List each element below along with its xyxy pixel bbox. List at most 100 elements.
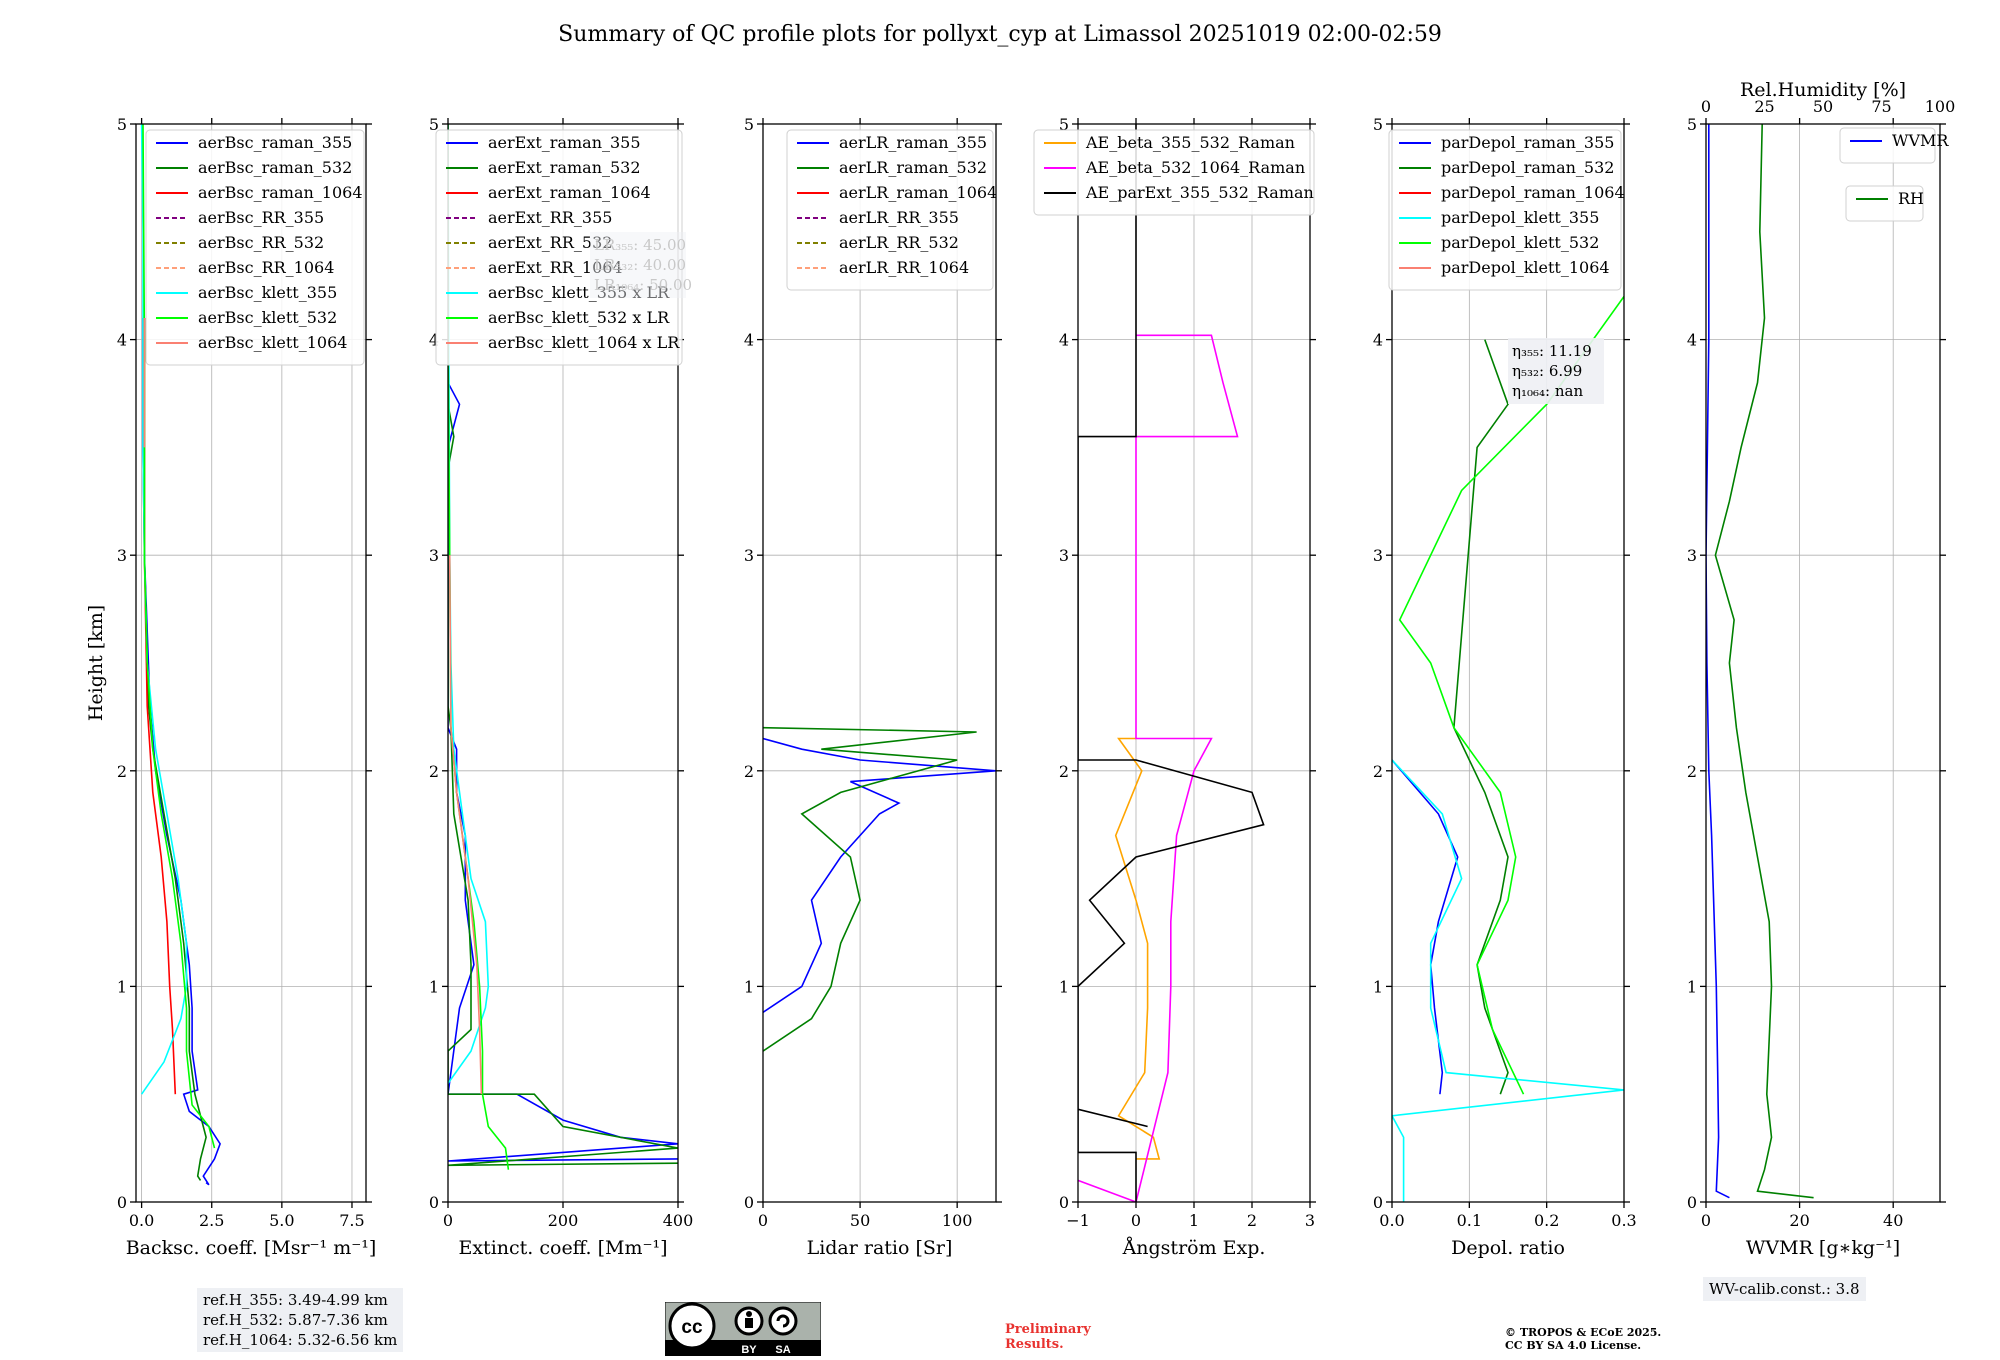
cc-icon [668, 1302, 716, 1350]
x-tick-label: 200 [548, 1211, 579, 1230]
annotation-text: η₃₅₅: 11.19 [1512, 342, 1592, 360]
legend: aerExt_raman_355 aerExt_raman_532 aerExt_r… [435, 129, 683, 366]
legend-entry: aerBsc_raman_532 [198, 158, 352, 177]
axes-frame [135, 123, 367, 1203]
y-tick-label: 4 [429, 331, 439, 350]
y-tick-label: 0 [1059, 1193, 1069, 1212]
y-tick-label: 0 [117, 1193, 127, 1212]
x-tick-label: 40 [1883, 1211, 1903, 1230]
legend-entry: aerBsc_klett_532 [198, 308, 337, 327]
x-axis-label: Lidar ratio [Sr] [807, 1237, 953, 1259]
legend-entry: aerExt_raman_1064 [488, 183, 651, 202]
sa-share-icon [768, 1306, 798, 1336]
copyright-label: © TROPOS & ECoE 2025. CC BY SA 4.0 Licen… [1505, 1326, 1662, 1352]
legend-box [1033, 129, 1315, 216]
legend-entry: aerBsc_klett_355 x LR [488, 283, 670, 302]
y-tick-label: 0 [429, 1193, 439, 1212]
legend-entry: aerLR_RR_355 [839, 208, 959, 227]
legend-entry: aerBsc_RR_532 [198, 233, 324, 252]
series-line-aerlr-raman-532 [763, 726, 977, 1052]
annotation-box [590, 232, 686, 298]
legend-entry: aerBsc_klett_1064 x LR [488, 333, 680, 352]
legend-entry: aerBsc_raman_355 [198, 133, 352, 152]
annotation-box [1508, 338, 1604, 404]
y-tick-label: 1 [1373, 977, 1383, 996]
y-tick-label: 2 [1373, 762, 1383, 781]
y-tick-label: 0 [1373, 1193, 1383, 1212]
series-line-ae-beta-355-532-raman [1114, 737, 1161, 1160]
series-line-aerbsc-klett-532 [142, 124, 216, 1149]
y-tick-label: 2 [429, 762, 439, 781]
legend-entry: aerBsc_RR_1064 [198, 258, 334, 277]
legend-entry: aerBsc_raman_1064 [198, 183, 363, 202]
legend-entry: parDepol_raman_532 [1441, 158, 1614, 177]
legend-entry: WVMR [1892, 131, 1949, 150]
x2-tick-label: 25 [1754, 97, 1774, 116]
axes-frame [1705, 123, 1941, 1203]
legend-entry: parDepol_klett_355 [1441, 208, 1599, 227]
x-tick-label: 400 [663, 1211, 694, 1230]
y-axis-label: Height [km] [85, 605, 107, 721]
annotation-text: LR₃₅₅: 45.00 [594, 236, 686, 254]
x-tick-label: 3 [1305, 1211, 1315, 1230]
legend: aerLR_raman_355 aerLR_raman_532 aerLR_rama… [786, 129, 997, 291]
legend-entry: AE_beta_355_532_Raman [1085, 133, 1295, 152]
x-tick-label: 0.0 [1379, 1211, 1404, 1230]
x-tick-label: 7.5 [339, 1211, 364, 1230]
y-tick-label: 2 [1687, 762, 1697, 781]
series-line-ae-beta-532-1064-raman [1078, 334, 1239, 1202]
y-tick-label: 5 [744, 115, 754, 134]
legend-entry: aerExt_RR_1064 [488, 258, 623, 277]
legend-entry: aerLR_RR_532 [839, 233, 959, 252]
x-tick-label: 0 [1701, 1211, 1711, 1230]
preliminary-label: Preliminary Results. [1005, 1322, 1091, 1352]
panel-backscatter: 0.0 2.5 5.0 7.5 0 1 2 3 4 5 Backsc. coeff. [Msr⁻¹ … [117, 115, 376, 1259]
panel-depolarization: 0.0 0.1 0.2 0.3 0 1 2 3 4 5 Depol. ratio parDepol_r… [1373, 115, 1637, 1259]
ref-height-355: ref.H_355: 3.49-4.99 km [203, 1291, 388, 1309]
ref-heights-box: ref.H_355: 3.49-4.99 km ref.H_532: 5.87-… [197, 1288, 404, 1352]
x-tick-label: 5.0 [269, 1211, 294, 1230]
cc-text: cc [681, 1317, 703, 1338]
series-line-rh [1714, 124, 1814, 1199]
x-axis-label: Ångström Exp. [1122, 1237, 1266, 1259]
x-tick-label: 100 [942, 1211, 973, 1230]
series-line-pardepol-klett-532 [1398, 296, 1624, 1095]
cc-license-badge: cc BY SA [664, 1301, 822, 1357]
x-axis-label: Extinct. coeff. [Mm⁻¹] [458, 1237, 667, 1259]
series-line-aerbsc-klett-1064-x-lr [448, 555, 483, 1095]
legend-entry: aerLR_raman_532 [839, 158, 987, 177]
series-line-aerlr-raman-355 [763, 737, 996, 1013]
legend-entry: aerBsc_klett_1064 [198, 333, 347, 352]
legend-box [1839, 127, 1936, 164]
legend-box [435, 129, 683, 366]
y-tick-label: 4 [1059, 331, 1069, 350]
legend-entry: aerExt_RR_355 [488, 208, 612, 227]
y-tick-label: 3 [117, 546, 127, 565]
annotation-text: LR₁₀₆₄: 50.00 [594, 276, 692, 294]
x-tick-label: 0.1 [1457, 1211, 1482, 1230]
legend-entry: aerBsc_klett_532 x LR [488, 308, 670, 327]
legend: AE_beta_355_532_Raman AE_beta_532_1064_Ra… [1033, 129, 1315, 216]
x-axis-label: Depol. ratio [1451, 1237, 1565, 1259]
y-tick-label: 2 [117, 762, 127, 781]
y-tick-label: 3 [1059, 546, 1069, 565]
y-tick-label: 5 [1687, 115, 1697, 134]
series-line-aerbsc-klett-355 [140, 124, 188, 1095]
legend-entry: aerLR_RR_1064 [839, 258, 969, 277]
axes-frame [1391, 123, 1625, 1203]
x-axis-label: Backsc. coeff. [Msr⁻¹ m⁻¹] [126, 1237, 377, 1259]
x-tick-label: −1 [1066, 1211, 1090, 1230]
legend-entry: aerLR_raman_355 [839, 133, 987, 152]
legend-entry: aerBsc_klett_355 [198, 283, 337, 302]
wv-calib-box: WV-calib.const.: 3.8 [1703, 1277, 1866, 1301]
legend-entry: aerExt_RR_532 [488, 233, 612, 252]
y-tick-label: 5 [429, 115, 439, 134]
axes-frame [762, 123, 997, 1203]
x2-tick-label: 50 [1813, 97, 1833, 116]
y-tick-label: 4 [1373, 331, 1383, 350]
y-tick-label: 1 [429, 977, 439, 996]
y-tick-label: 1 [1059, 977, 1069, 996]
legend-box [1388, 129, 1622, 291]
legend-box [1845, 185, 1924, 222]
